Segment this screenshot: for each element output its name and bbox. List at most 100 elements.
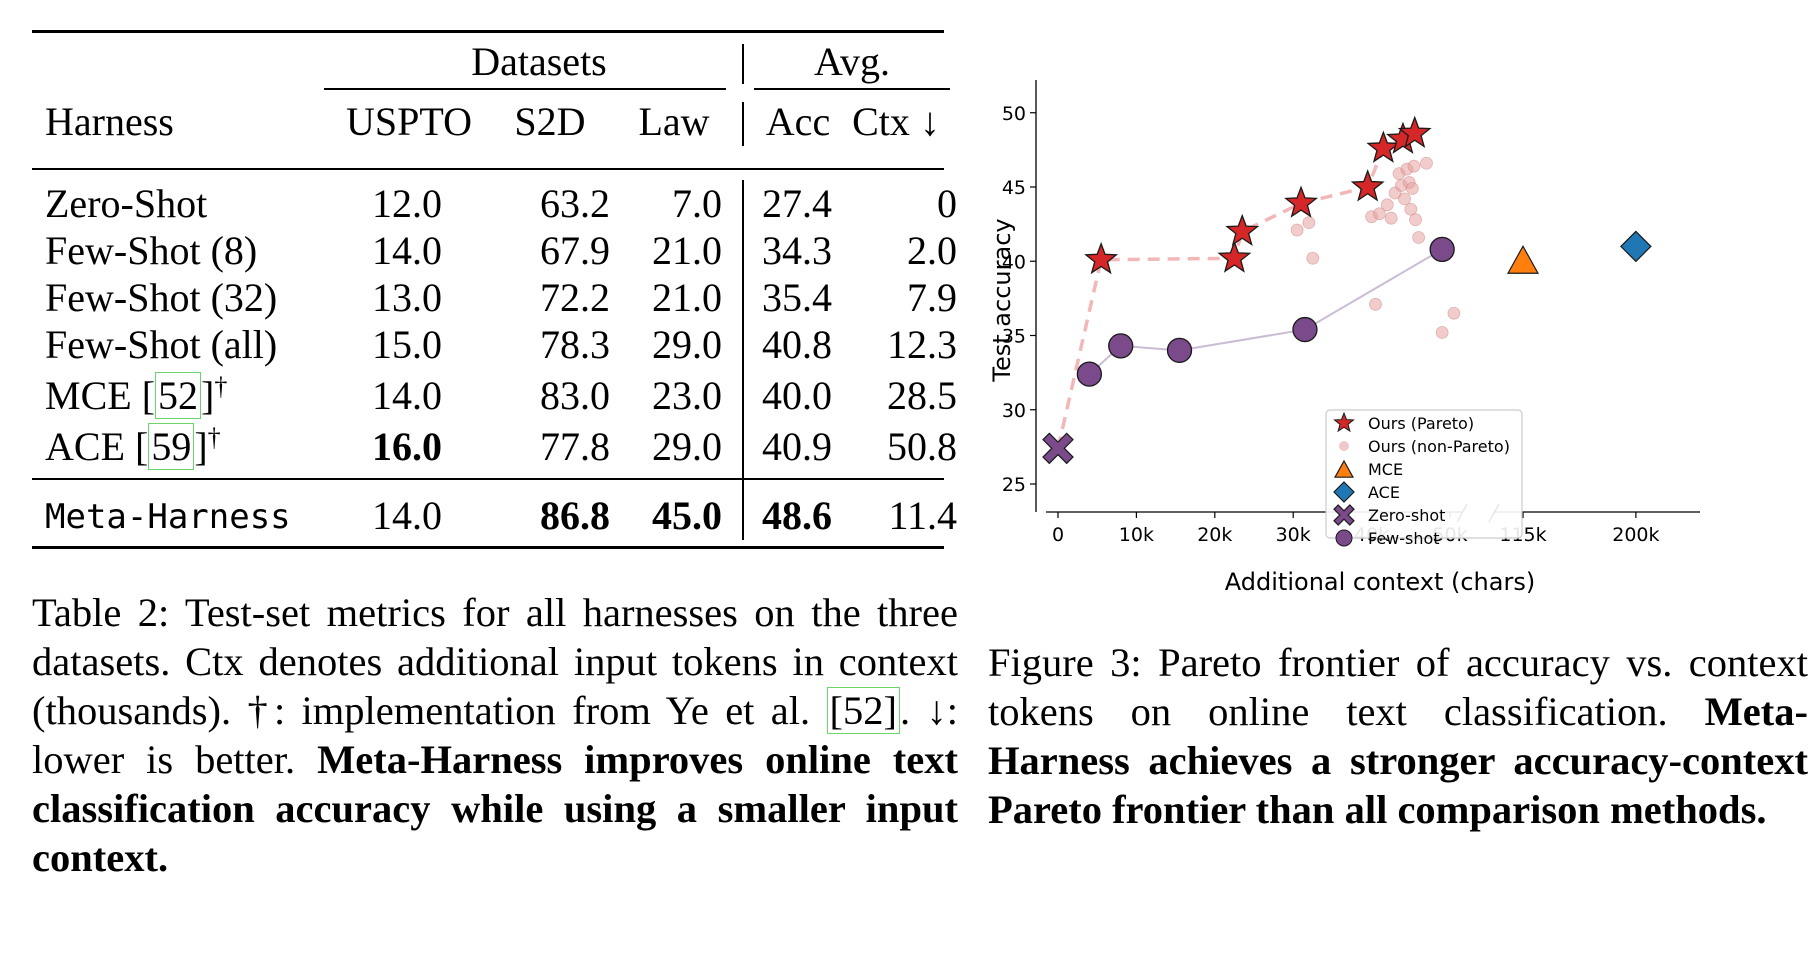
- cell-uspto: 13.0: [372, 275, 442, 320]
- legend-label: MCE: [1368, 460, 1403, 479]
- body-rule: [32, 478, 944, 480]
- legend-box: [1325, 409, 1523, 539]
- non-pareto-point: [1447, 306, 1461, 320]
- header-harness: Harness: [45, 99, 174, 144]
- cell-law: 21.0: [652, 275, 722, 320]
- cell-s2d: 77.8: [540, 424, 610, 469]
- table-top-rule: [32, 30, 944, 33]
- legend-marker-zero-shot: [1333, 504, 1355, 526]
- cell-law: 21.0: [652, 228, 722, 273]
- figure-caption-bold: Meta-Harness achieves a stronger accurac…: [988, 689, 1808, 832]
- header-law: Law: [638, 99, 710, 144]
- pareto-line: [1056, 131, 1416, 449]
- cell-meta-law: 45.0: [652, 493, 722, 538]
- row-name: Zero-Shot: [45, 184, 207, 224]
- header-s2d: S2D: [514, 99, 586, 144]
- non-pareto-point: [1302, 216, 1316, 230]
- legend-label: Zero-shot: [1368, 506, 1445, 525]
- table-caption-bold: Meta-Harness improves online text classi…: [32, 737, 958, 880]
- cell-s2d: 63.2: [540, 181, 610, 226]
- non-pareto-point: [1306, 251, 1320, 265]
- legend-marker-non-pareto: [1339, 441, 1349, 451]
- few-shot-line: [1088, 248, 1443, 375]
- row-dagger: †: [207, 423, 221, 452]
- legend-label: Ours (Pareto): [1368, 414, 1474, 433]
- cell-uspto: 16.0: [372, 424, 442, 469]
- cell-meta-uspto: 14.0: [372, 493, 442, 538]
- table-caption-middle: . ↓: lower is better.: [32, 688, 958, 782]
- x-tick-label: 200k: [1612, 524, 1659, 546]
- non-pareto-point: [1435, 326, 1449, 339]
- cell-ctx: 2.0: [907, 228, 957, 273]
- table-caption-text: Table 2: Test-set metrics for all harnes…: [32, 590, 958, 733]
- x-axis-label: Additional context (chars): [1225, 568, 1535, 596]
- legend-marker-ace: [1333, 481, 1355, 503]
- y-tick-label: 25: [1002, 474, 1026, 496]
- y-tick-label: 50: [1002, 103, 1026, 125]
- y-axis-label: Test accuracy: [988, 218, 1016, 382]
- group-header-avg: Avg.: [814, 39, 890, 84]
- non-pareto-point: [1373, 207, 1386, 221]
- y-tick-label: 40: [1002, 251, 1026, 273]
- cell-ctx: 0: [937, 181, 957, 226]
- few-shot-point: [1076, 361, 1103, 387]
- non-pareto-point: [1407, 159, 1421, 173]
- cell-s2d: 72.2: [540, 275, 610, 320]
- pareto-point: [1366, 130, 1401, 163]
- cell-s2d: 83.0: [540, 373, 610, 418]
- group-header-separator: [742, 44, 744, 84]
- pareto-point: [1350, 169, 1385, 202]
- mce-point: [1506, 245, 1540, 274]
- x-tick-label: 20k: [1197, 524, 1232, 546]
- x-tick-label: 10k: [1119, 524, 1154, 546]
- row-name: Few-Shot (8): [45, 231, 257, 271]
- row-name: ACE [59]†: [45, 423, 221, 470]
- header-separator: [742, 102, 744, 146]
- pareto-point: [1397, 115, 1432, 148]
- cell-acc: 40.8: [762, 322, 832, 367]
- cell-meta-s2d: 86.8: [540, 493, 610, 538]
- pareto-point: [1284, 185, 1319, 218]
- datasets-cmidrule: [324, 88, 726, 90]
- non-pareto-point: [1412, 231, 1426, 244]
- row-label: MCE: [45, 373, 132, 418]
- table-caption: Table 2: Test-set metrics for all harnes…: [32, 588, 958, 882]
- row-citation[interactable]: 52: [155, 372, 202, 419]
- x-tick-label: 30k: [1276, 524, 1311, 546]
- header-uspto: USPTO: [346, 99, 472, 144]
- row-label: Few-Shot (all): [45, 322, 278, 367]
- row-name: MCE [52]†: [45, 372, 228, 419]
- few-shot-point: [1429, 236, 1455, 263]
- cell-uspto: 14.0: [372, 228, 442, 273]
- cell-acc: 35.4: [762, 275, 832, 320]
- legend-label: Few-shot: [1368, 529, 1440, 548]
- y-tick-label: 45: [1002, 177, 1026, 199]
- header-rule: [32, 168, 944, 170]
- legend-marker-pareto: [1333, 411, 1355, 433]
- cell-law: 23.0: [652, 373, 722, 418]
- pareto-point: [1217, 240, 1252, 273]
- body-separator: [742, 180, 744, 496]
- cell-uspto: 15.0: [372, 322, 442, 367]
- non-pareto-point: [1404, 202, 1418, 216]
- figure-caption: Figure 3: Pareto frontier of accuracy vs…: [988, 638, 1808, 834]
- non-pareto-point: [1369, 297, 1382, 311]
- final-separator: [742, 496, 744, 540]
- cell-law: 29.0: [652, 322, 722, 367]
- header-acc: Acc: [765, 99, 831, 144]
- cell-ctx: 12.3: [887, 322, 957, 367]
- non-pareto-point: [1380, 198, 1394, 212]
- row-citation[interactable]: 59: [148, 423, 195, 470]
- non-pareto-point: [1398, 192, 1411, 206]
- non-pareto-point: [1409, 213, 1422, 227]
- caption-citation[interactable]: [52]: [826, 687, 900, 734]
- cell-meta-acc: 48.6: [762, 493, 832, 538]
- row-name-meta-harness: Meta-Harness: [45, 497, 291, 537]
- non-pareto-point: [1290, 223, 1304, 237]
- cell-acc: 40.9: [762, 424, 832, 469]
- cell-ctx: 50.8: [887, 424, 957, 469]
- cell-acc: 27.4: [762, 181, 832, 226]
- cell-uspto: 14.0: [372, 373, 442, 418]
- legend-marker-mce: [1333, 459, 1355, 478]
- row-name: Few-Shot (32): [45, 278, 277, 318]
